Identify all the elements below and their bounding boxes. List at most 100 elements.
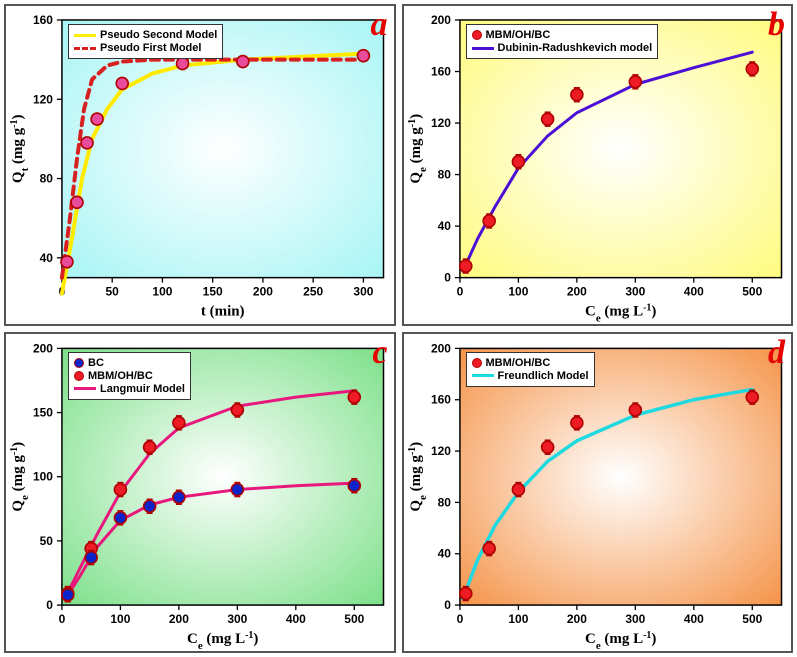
xtick: 200 <box>566 612 586 626</box>
panel-letter: c <box>372 336 387 370</box>
data-marker <box>541 441 553 453</box>
ytick: 150 <box>33 405 53 419</box>
data-marker <box>71 196 83 208</box>
data-marker <box>231 483 243 495</box>
legend-item: MBM/OH/BC <box>472 29 653 41</box>
legend: MBM/OH/BCDubinin-Radushkevich model <box>466 24 659 59</box>
xtick: 100 <box>508 285 528 299</box>
legend: MBM/OH/BCFreundlich Model <box>466 352 595 387</box>
xtick: 500 <box>742 612 762 626</box>
data-marker <box>237 56 249 68</box>
xlabel: Ce (mg L-1) <box>585 302 656 323</box>
ytick: 50 <box>40 533 54 547</box>
xtick: 50 <box>106 285 120 299</box>
xtick: 250 <box>303 285 323 299</box>
legend-item: Langmuir Model <box>74 383 185 395</box>
ytick: 40 <box>437 219 451 233</box>
data-marker <box>746 391 758 403</box>
data-marker <box>570 416 582 428</box>
data-marker <box>746 63 758 75</box>
legend-label: Langmuir Model <box>100 383 185 395</box>
xtick: 200 <box>253 285 273 299</box>
data-marker <box>173 416 185 428</box>
ytick: 80 <box>437 168 451 182</box>
xlabel: Ce (mg L-1) <box>585 629 656 651</box>
ytick: 40 <box>40 251 54 265</box>
data-marker <box>629 404 641 416</box>
data-marker <box>541 113 553 125</box>
ytick: 160 <box>33 13 53 27</box>
legend-item: BC <box>74 357 185 369</box>
ytick: 160 <box>430 392 450 406</box>
ylabel: Qe (mg g-1) <box>8 441 31 511</box>
data-marker <box>483 215 495 227</box>
ytick: 80 <box>437 495 451 509</box>
legend-swatch-circ <box>472 358 482 368</box>
legend-label: Pseudo Second Model <box>100 29 217 41</box>
ytick: 160 <box>430 65 450 79</box>
xlabel: Ce (mg L-1) <box>187 629 258 651</box>
panel-c: 0100200300400500050100150200Ce (mg L-1)Q… <box>4 332 396 653</box>
legend-swatch-circ <box>472 30 482 40</box>
xtick: 300 <box>353 285 373 299</box>
xtick: 300 <box>625 612 645 626</box>
xtick: 300 <box>625 285 645 299</box>
ytick: 120 <box>430 116 450 130</box>
xtick: 0 <box>456 285 463 299</box>
ytick: 200 <box>430 341 450 355</box>
ytick: 200 <box>430 13 450 27</box>
ytick: 120 <box>33 92 53 106</box>
xtick: 400 <box>286 612 306 626</box>
legend-item: Dubinin-Radushkevich model <box>472 42 653 54</box>
legend-swatch-line <box>472 47 494 50</box>
xtick: 100 <box>110 612 130 626</box>
data-marker <box>512 156 524 168</box>
data-marker <box>173 491 185 503</box>
chart-grid: 0501001502002503004080120160t (min)Qt (m… <box>0 0 797 657</box>
legend-item: Pseudo First Model <box>74 42 217 54</box>
panel-letter: d <box>768 336 785 370</box>
xtick: 100 <box>508 612 528 626</box>
data-marker <box>114 511 126 523</box>
xtick: 150 <box>203 285 223 299</box>
panel-letter: b <box>768 8 785 42</box>
ytick: 120 <box>430 444 450 458</box>
data-marker <box>512 483 524 495</box>
legend-swatch-dash <box>74 47 96 50</box>
xtick: 200 <box>169 612 189 626</box>
ytick: 100 <box>33 469 53 483</box>
ytick: 80 <box>40 172 54 186</box>
legend-item: Pseudo Second Model <box>74 29 217 41</box>
data-marker <box>629 76 641 88</box>
data-marker <box>91 113 103 125</box>
legend-swatch-circ <box>74 358 84 368</box>
ylabel: Qt (mg g-1) <box>8 115 31 184</box>
legend-item: Freundlich Model <box>472 370 589 382</box>
legend-label: Freundlich Model <box>498 370 589 382</box>
legend-label: Pseudo First Model <box>100 42 201 54</box>
ytick: 200 <box>33 341 53 355</box>
data-marker <box>85 551 97 563</box>
legend-swatch-circ <box>74 371 84 381</box>
legend-swatch-line <box>472 374 494 377</box>
legend-label: Dubinin-Radushkevich model <box>498 42 653 54</box>
ytick: 0 <box>46 598 53 612</box>
ytick: 0 <box>444 598 451 612</box>
legend-label: BC <box>88 357 104 369</box>
data-marker <box>231 404 243 416</box>
ylabel: Qe (mg g-1) <box>406 114 429 184</box>
legend: Pseudo Second ModelPseudo First Model <box>68 24 223 59</box>
data-marker <box>114 483 126 495</box>
panel-a: 0501001502002503004080120160t (min)Qt (m… <box>4 4 396 326</box>
data-marker <box>62 588 74 600</box>
legend-label: MBM/OH/BC <box>486 357 551 369</box>
legend-label: MBM/OH/BC <box>486 29 551 41</box>
panel-d-svg: 010020030040050004080120160200Ce (mg L-1… <box>404 334 792 651</box>
data-marker <box>348 391 360 403</box>
data-marker <box>116 77 128 89</box>
panel-letter: a <box>371 8 388 42</box>
xtick: 400 <box>683 612 703 626</box>
legend-swatch-line <box>74 387 96 390</box>
xtick: 400 <box>683 285 703 299</box>
ytick: 40 <box>437 546 451 560</box>
